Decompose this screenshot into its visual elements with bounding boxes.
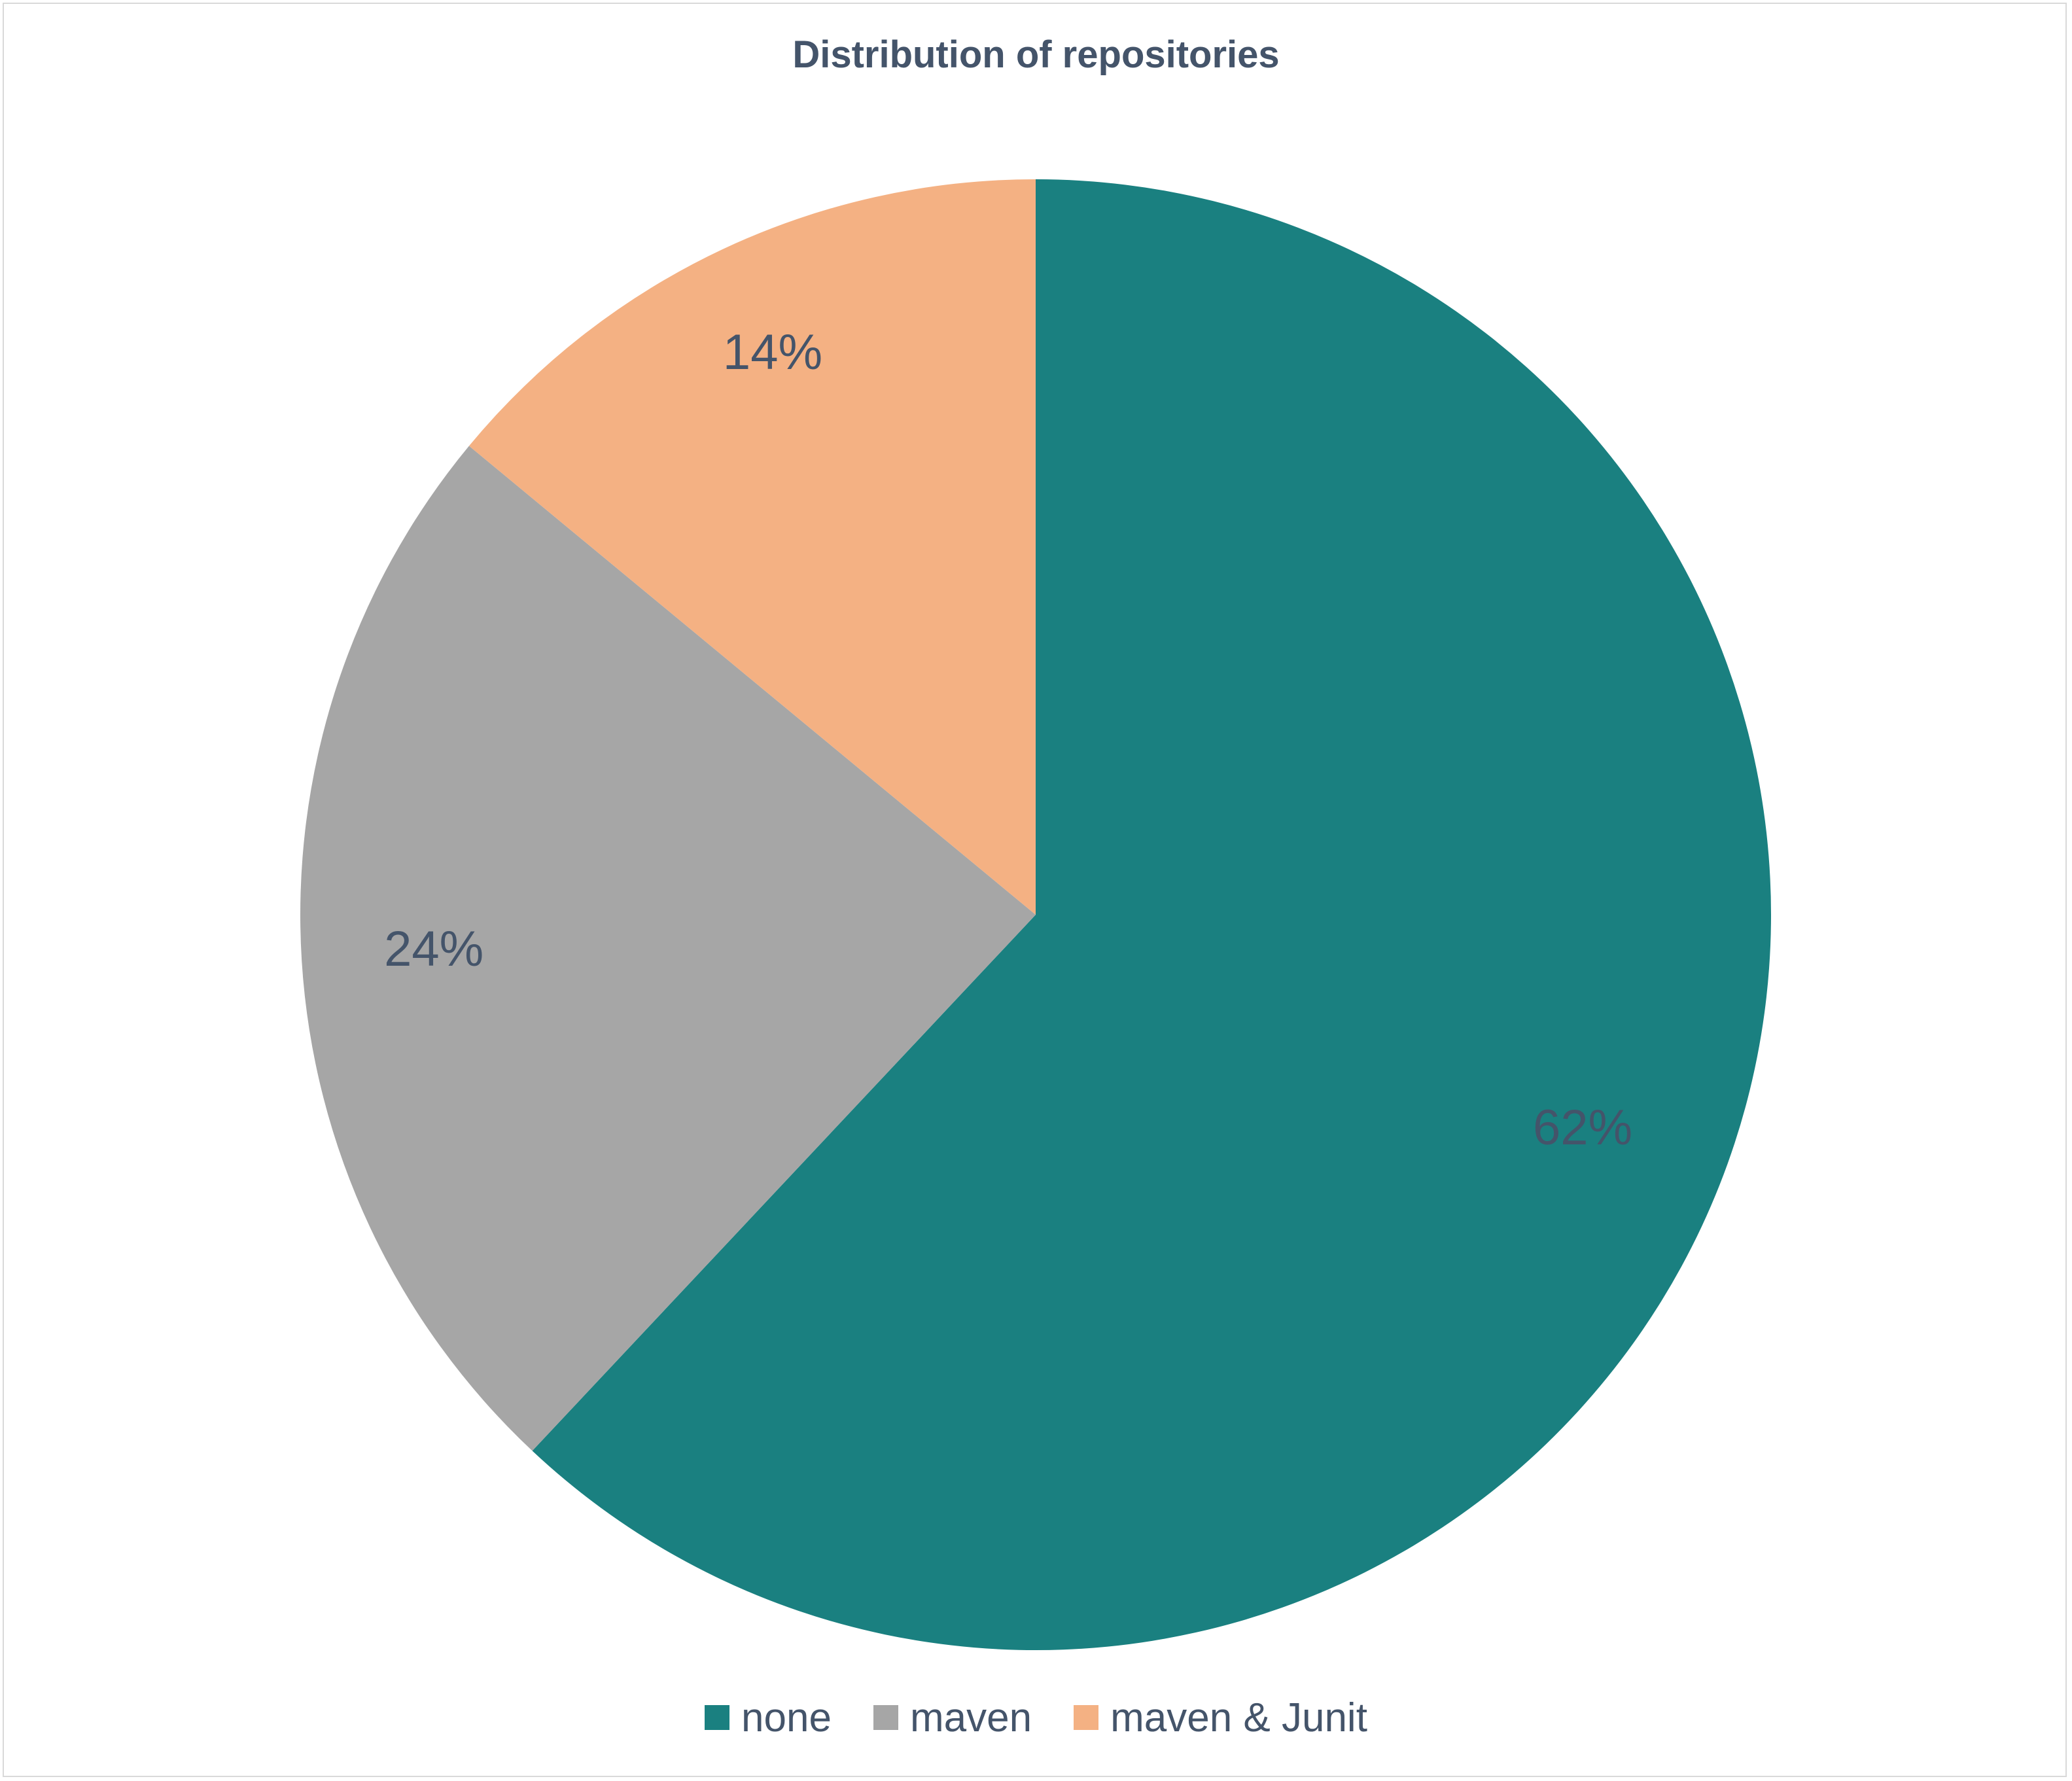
legend-label-maven-junit: maven & Junit [1110, 1695, 1367, 1740]
legend-label-maven: maven [909, 1695, 1032, 1740]
legend-swatch-maven [873, 1705, 898, 1730]
legend-item-maven-junit: maven & Junit [1074, 1695, 1367, 1741]
data-label-maven-junit: 14% [723, 325, 822, 380]
pie-slice-none [532, 179, 1772, 1651]
legend-item-none: none [705, 1695, 832, 1741]
legend-swatch-maven-junit [1074, 1705, 1099, 1730]
data-label-none: 62% [1533, 1100, 1632, 1155]
legend-swatch-none [705, 1705, 730, 1730]
legend: none maven maven & Junit [0, 1691, 2072, 1744]
pie-slice-maven [300, 446, 1036, 1451]
chart-title: Distribution of repositories [792, 33, 1280, 76]
legend-item-maven: maven [873, 1695, 1032, 1741]
pie-slice-maven-junit [468, 179, 1036, 915]
data-label-maven: 24% [384, 921, 483, 977]
legend-label-none: none [741, 1695, 832, 1740]
